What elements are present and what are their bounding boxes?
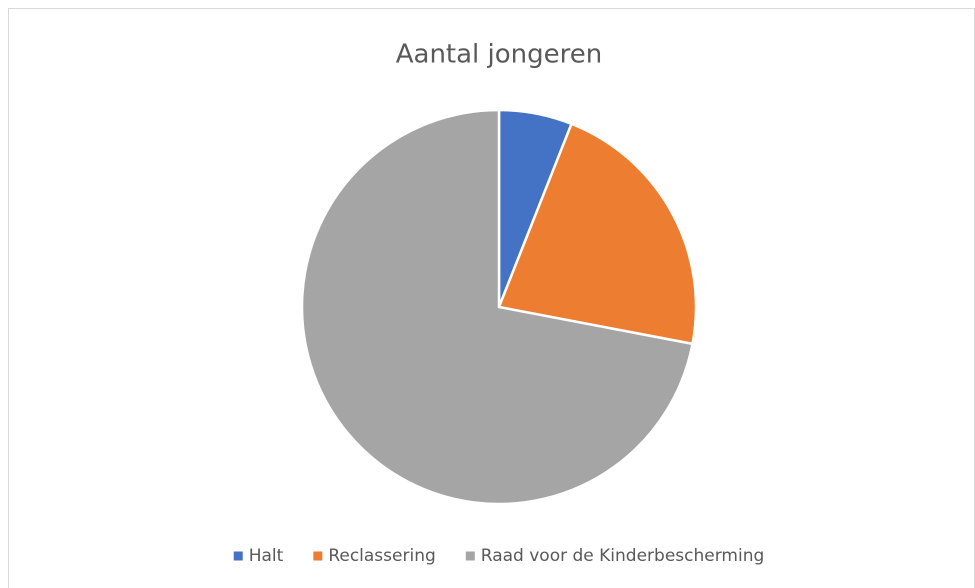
legend-label: Raad voor de Kinderbescherming: [481, 546, 765, 566]
pie-slice: [497, 122, 698, 346]
legend-label: Halt: [249, 546, 284, 566]
legend-swatch: [465, 551, 475, 561]
legend-swatch: [233, 551, 243, 561]
pie-slice: [300, 108, 694, 506]
chart-title: Aantal jongeren: [396, 40, 603, 70]
legend-swatch: [313, 551, 323, 561]
legend-label: Reclassering: [328, 546, 435, 566]
